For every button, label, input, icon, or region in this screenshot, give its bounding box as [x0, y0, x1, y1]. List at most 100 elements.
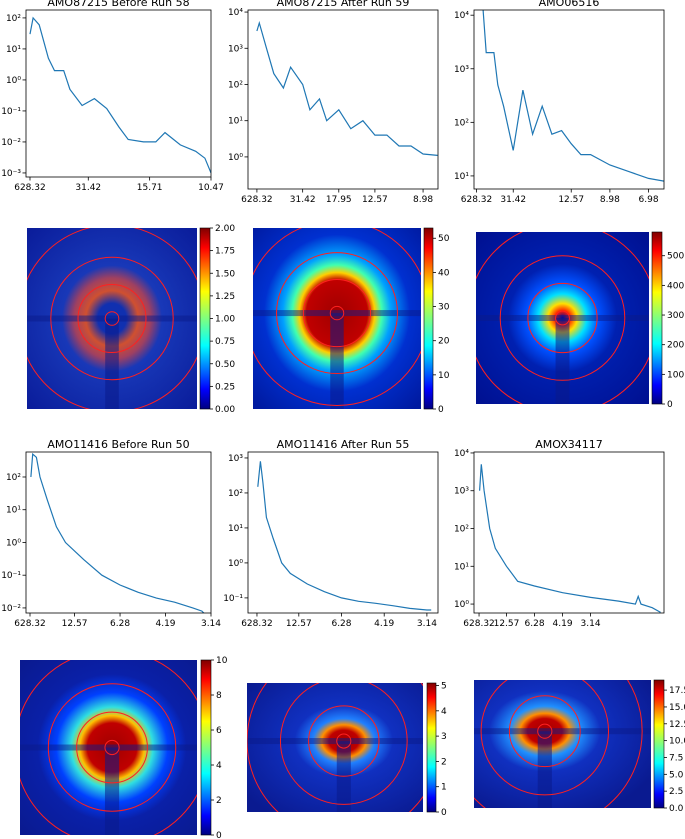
colorbar-tick-label: 1.00	[215, 315, 235, 325]
x-tick-label: 12.57	[286, 619, 312, 629]
y-tick-label: 10⁻¹	[1, 107, 21, 117]
y-tick-label: 10⁻¹	[1, 571, 21, 581]
y-tick-label: 10²	[6, 473, 21, 483]
colorbar-tick-label: 5.0	[669, 770, 684, 780]
colorbar-tick-label: 15.0	[669, 703, 685, 713]
y-tick-label: 10¹	[228, 524, 243, 534]
colorbar	[651, 231, 663, 405]
x-tick-label: 15.71	[137, 183, 163, 193]
axes-frame	[247, 9, 439, 190]
colorbar-tick-label: 0.00	[215, 405, 235, 415]
colorbar-tick-label: 8	[216, 691, 222, 701]
colorbar-tick-label: 10.0	[669, 737, 685, 747]
y-tick-label: 10⁰	[228, 559, 243, 569]
colorbar-tick-label: 0	[667, 400, 673, 410]
colorbar	[423, 227, 434, 410]
x-tick-label: 3.14	[581, 619, 601, 629]
x-tick-label: 12.57	[494, 619, 520, 629]
colorbar-tick-label: 17.5	[669, 686, 685, 696]
chart-title: AMO87215 Before Run 58	[47, 0, 189, 9]
panel-gap	[27, 315, 197, 322]
panel-gap	[104, 747, 120, 835]
ring	[104, 739, 120, 756]
y-tick-label: 10⁻¹	[223, 594, 243, 604]
colorbar-tick-label: 0	[216, 831, 222, 839]
ring	[77, 284, 147, 353]
y-tick-label: 10¹	[6, 45, 21, 55]
y-tick-label: 10¹	[454, 562, 469, 572]
ring	[302, 278, 372, 348]
colorbar	[653, 679, 665, 809]
data-line	[29, 16, 211, 174]
ring	[499, 255, 626, 381]
colorbar-tick-label: 4	[441, 707, 447, 717]
y-tick-label: 10⁻²	[1, 604, 21, 614]
ring	[329, 305, 345, 321]
colorbar-tick-label: 10	[216, 656, 228, 666]
colorbar-tick-label: 10	[438, 371, 450, 381]
colorbar-tick-label: 500	[667, 252, 684, 262]
y-tick-label: 10⁰	[454, 600, 469, 610]
colorbar-tick-label: 40	[438, 268, 450, 278]
colorbar-tick-label: 2	[441, 757, 447, 767]
panel-gap	[330, 313, 344, 409]
y-tick-label: 10²	[6, 14, 21, 24]
colorbar-tick-label: 4	[216, 761, 222, 771]
ring	[47, 683, 177, 812]
y-tick-label: 10¹	[6, 506, 21, 516]
colorbar-tick-label: 6	[216, 726, 222, 736]
ring	[336, 733, 352, 749]
y-tick-label: 10²	[228, 80, 243, 90]
colorbar-tick-label: 0.25	[215, 382, 235, 392]
colorbar-tick-label: 0.0	[669, 804, 684, 814]
chart-title: AMOX34117	[535, 438, 603, 451]
colorbar-tick-label: 30	[438, 303, 450, 313]
colorbar-tick-label: 2	[216, 796, 222, 806]
x-tick-label: 6.98	[639, 195, 659, 205]
colorbar-tick-label: 1.25	[215, 292, 235, 302]
detector-image	[474, 680, 651, 808]
x-tick-label: 31.42	[500, 195, 526, 205]
x-tick-label: 8.98	[413, 195, 433, 205]
colorbar-tick-label: 2.00	[215, 224, 235, 234]
ring	[527, 282, 598, 354]
x-tick-label: 8.98	[600, 195, 620, 205]
x-tick-label: 12.57	[62, 619, 88, 629]
panel-gap	[247, 738, 423, 745]
x-tick-label: 17.95	[326, 195, 352, 205]
colorbar-tick-label: 0.50	[215, 360, 235, 370]
colorbar-tick-label: 0	[441, 808, 447, 818]
colorbar-tick-label: 400	[667, 281, 684, 291]
colorbar-tick-label: 1.75	[215, 247, 235, 257]
panel-gap	[476, 315, 649, 321]
colorbar-tick-label: 300	[667, 311, 684, 321]
colorbar-tick-label: 0	[438, 405, 444, 415]
data-line	[479, 464, 661, 613]
x-tick-label: 628.32	[14, 183, 46, 193]
x-tick-label: 628.32	[241, 195, 273, 205]
x-tick-label: 12.57	[362, 195, 388, 205]
y-tick-label: 10⁻²	[1, 138, 21, 148]
colorbar-tick-label: 200	[667, 341, 684, 351]
panel-gap	[555, 318, 570, 404]
panel-gap	[105, 318, 119, 409]
x-tick-label: 6.28	[331, 619, 351, 629]
panel-gap	[537, 731, 552, 808]
colorbar-tick-label: 0.75	[215, 337, 235, 347]
colorbar-tick-label: 100	[667, 370, 684, 380]
ring	[50, 256, 174, 381]
y-tick-label: 10⁻³	[1, 169, 21, 179]
axes-frame	[473, 451, 665, 614]
colorbar	[199, 227, 211, 410]
chart-title: AMO11416 Before Run 50	[47, 438, 189, 451]
ring	[555, 310, 570, 326]
x-tick-label: 6.28	[110, 619, 130, 629]
data-line	[482, 10, 664, 182]
x-tick-label: 3.14	[417, 619, 437, 629]
detector-image	[247, 683, 423, 812]
y-tick-label: 10⁴	[454, 449, 469, 459]
colorbar	[426, 682, 437, 813]
colorbar-tick-label: 20	[438, 337, 450, 347]
x-tick-label: 4.19	[553, 619, 573, 629]
